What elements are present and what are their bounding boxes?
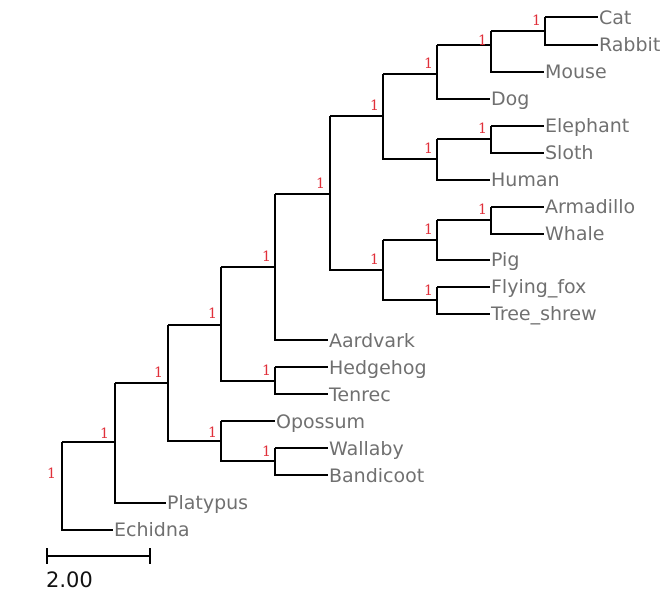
branch-pig-bat-group <box>382 240 437 301</box>
leaf-tenrec: Tenrec <box>328 384 391 406</box>
leaf-platypus: Platypus <box>167 492 248 514</box>
leaf-dog: Dog <box>491 88 529 110</box>
leaf-tree-shrew: Tree_shrew <box>490 303 597 325</box>
leaf-rabbit: Rabbit <box>599 34 660 56</box>
support-hedgehog-tenrec: 1 <box>262 363 271 379</box>
branch-elephant-sloth-human <box>436 139 490 181</box>
leaf-whale: Whale <box>545 223 604 245</box>
support-root: 1 <box>47 466 56 482</box>
support-therians: 1 <box>100 426 109 442</box>
branch-cat-rabbit <box>544 17 598 46</box>
support-elephant-sloth-human: 1 <box>424 141 433 157</box>
branch-flyingfox-treeshrew <box>436 287 490 315</box>
support-core: 1 <box>262 249 271 265</box>
leaf-armadillo: Armadillo <box>545 196 635 218</box>
branch-therians <box>114 383 166 504</box>
support-armadillo-whale-pig: 1 <box>424 222 433 238</box>
branch-eutheria <box>220 267 275 382</box>
scale-bar-line <box>46 548 151 564</box>
leaf-flying-fox: Flying_fox <box>491 276 586 298</box>
support-labels: 1 1 1 1 1 1 1 1 1 1 1 1 1 1 1 1 1 1 1 <box>47 13 541 482</box>
support-mouse-clade: 1 <box>478 33 487 49</box>
leaf-bandicoot: Bandicoot <box>329 465 424 487</box>
branch-armadillo-whale <box>490 207 544 235</box>
branch-wallaby-bandicoot <box>274 448 328 476</box>
support-upper: 1 <box>370 98 379 114</box>
support-elephant-sloth: 1 <box>478 121 487 137</box>
tree-branches <box>61 16 598 531</box>
branch-laurasia-euarchonto <box>382 74 437 160</box>
leaf-echidna: Echidna <box>114 519 190 541</box>
branch-root <box>61 442 113 531</box>
leaf-wallaby: Wallaby <box>329 438 404 460</box>
scale-bar-label: 2.00 <box>46 568 93 592</box>
leaf-aardvark: Aardvark <box>329 330 415 352</box>
branch-elephant-sloth <box>490 126 544 154</box>
support-flyingfox-treeshrew: 1 <box>424 283 433 299</box>
support-boreo: 1 <box>316 176 325 192</box>
support-eutheria-marsupials: 1 <box>154 365 163 381</box>
support-armadillo-whale: 1 <box>478 202 487 218</box>
leaf-human: Human <box>491 169 560 191</box>
leaf-cat: Cat <box>599 7 631 29</box>
scale-bar: 2.00 <box>46 548 151 592</box>
leaf-hedgehog: Hedgehog <box>329 357 427 379</box>
branch-boreo <box>329 116 383 271</box>
leaf-pig: Pig <box>491 249 519 271</box>
branch-hedgehog-tenrec <box>274 367 328 395</box>
branch-mouse-clade <box>490 31 544 73</box>
leaf-labels: Cat Rabbit Mouse Dog Elephant Sloth Huma… <box>114 7 660 541</box>
branch-marsupials <box>220 421 275 462</box>
support-wallaby-bandicoot: 1 <box>262 444 271 460</box>
support-marsupials: 1 <box>208 425 217 441</box>
support-pig-bat: 1 <box>370 252 379 268</box>
leaf-elephant: Elephant <box>545 115 629 137</box>
branch-eutheria-marsupials <box>167 325 221 442</box>
support-eutheria: 1 <box>208 306 217 322</box>
branch-dog-clade <box>436 45 490 100</box>
support-cat-rabbit: 1 <box>532 13 541 29</box>
leaf-mouse: Mouse <box>545 61 607 83</box>
leaf-opossum: Opossum <box>276 411 365 433</box>
support-dog-clade: 1 <box>424 56 433 72</box>
branch-core-placentals <box>274 194 328 341</box>
leaf-sloth: Sloth <box>545 142 593 164</box>
branch-armadillo-whale-pig <box>436 220 490 261</box>
